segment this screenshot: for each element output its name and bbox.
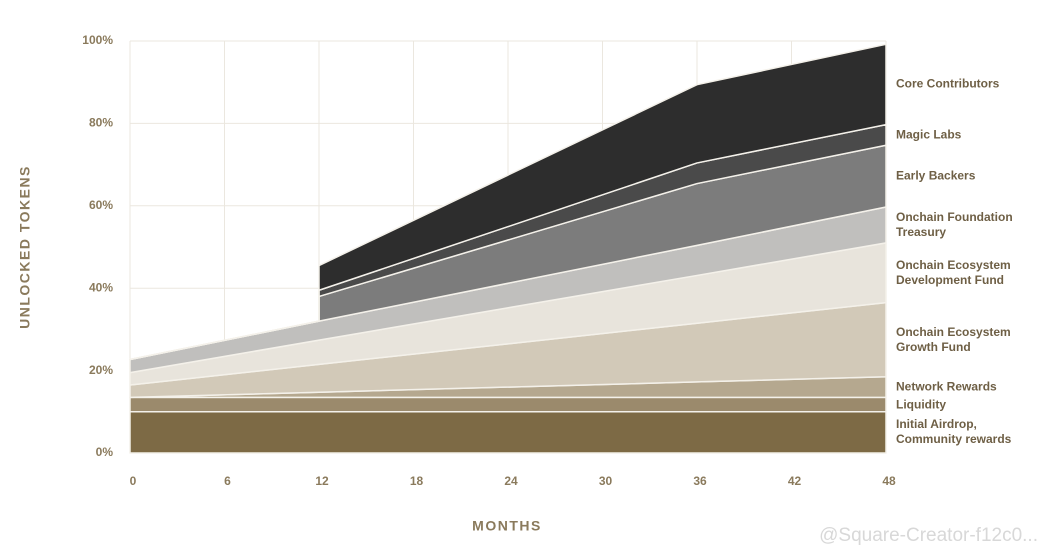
legend-label: Magic Labs [896,127,962,142]
area [129,396,887,413]
x-tick-label: 18 [410,474,424,488]
y-axis-title: UNLOCKED TOKENS [17,165,33,329]
x-axis-title: MONTHS [472,518,542,534]
x-tick-label: 12 [315,474,329,488]
y-tick-label: 80% [89,116,113,130]
legend-label: Liquidity [896,397,946,412]
legend-label: Onchain Foundation Treasury [896,209,1013,239]
x-tick-label: 36 [693,474,707,488]
y-tick-label: 0% [96,445,114,459]
x-tick-label: 24 [504,474,518,488]
area [129,43,887,361]
x-tick-label: 30 [599,474,613,488]
legend-label: Onchain Ecosystem Growth Fund [896,324,1011,354]
legend-label: Initial Airdrop, Community rewards [896,417,1012,447]
y-tick-label: 20% [89,363,113,377]
y-tick-label: 60% [89,198,113,212]
legend-label: Network Rewards [896,379,997,394]
x-tick-label: 42 [788,474,802,488]
y-tick-label: 40% [89,280,113,294]
area [129,411,887,454]
legend-label: Early Backers [896,168,976,183]
x-tick-label: 0 [130,474,137,488]
x-tick-label: 6 [224,474,231,488]
y-tick-label: 100% [82,33,113,47]
legend-label: Core Contributors [896,76,1000,91]
watermark: @Square-Creator-f12c0... [819,525,1038,546]
x-tick-label: 48 [882,474,896,488]
legend-label: Onchain Ecosystem Development Fund [896,257,1011,287]
